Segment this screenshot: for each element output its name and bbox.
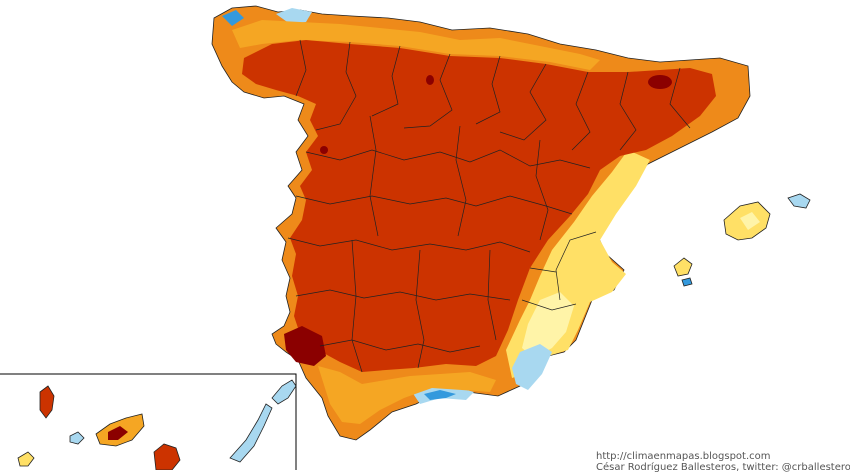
menorca-island [787, 193, 811, 209]
southeast-blue-area [512, 344, 552, 390]
gran-canaria-island [153, 443, 181, 470]
north-coast-amber-band [232, 20, 600, 70]
fuerteventura-island [229, 403, 273, 463]
north-hotspot [426, 75, 434, 85]
ibiza-island [673, 257, 693, 277]
el-hierro-island [17, 451, 35, 467]
northwest-blue-area [222, 10, 244, 26]
west-hotspot [320, 146, 328, 154]
inset-frame [0, 373, 297, 470]
canary-islands-inset [0, 373, 297, 470]
mallorca-pale-area [740, 212, 760, 230]
credit-author: César Rodríguez Ballesteros, twitter: @c… [596, 462, 850, 473]
tenerife-hot-area [108, 426, 128, 440]
southwest-hotspot [284, 326, 326, 366]
credit-url: http://climaenmapas.blogspot.com [596, 451, 771, 462]
lanzarote-island [271, 379, 297, 405]
south-coast-deep-blue-area [424, 390, 456, 400]
formentera-island [681, 277, 693, 287]
interior-hot-area [242, 40, 716, 372]
south-coast-amber-band [318, 366, 496, 424]
province-borders [287, 39, 691, 373]
north-coast-blue-area [276, 8, 312, 24]
northeast-hotspot [648, 75, 672, 89]
east-coast-pale-area [522, 292, 574, 358]
la-palma-island [39, 385, 55, 419]
la-gomera-island [69, 431, 85, 445]
mainland-spain [211, 5, 751, 441]
balearic-islands [673, 193, 811, 287]
